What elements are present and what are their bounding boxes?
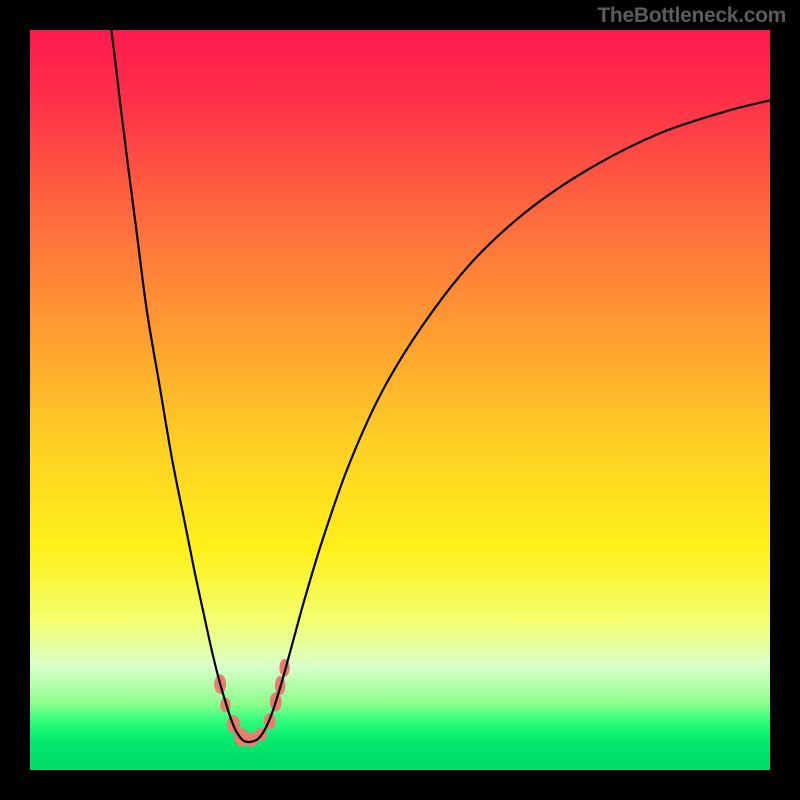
watermark: TheBottleneck.com xyxy=(597,4,786,28)
chart-curve xyxy=(30,30,770,770)
chart-plot-area xyxy=(30,30,770,770)
